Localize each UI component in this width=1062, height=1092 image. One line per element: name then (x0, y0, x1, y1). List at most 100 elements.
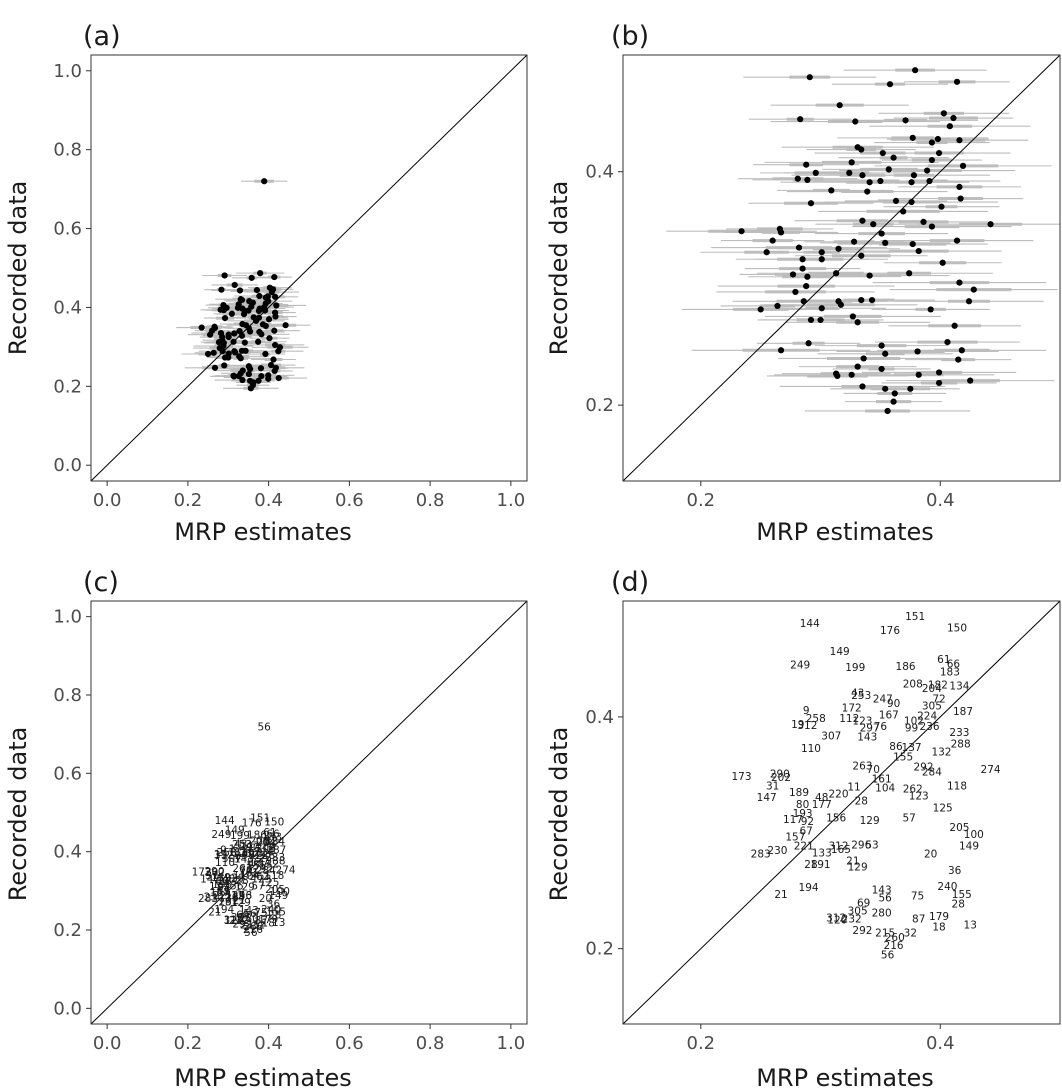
y-axis-title: Recorded data (545, 727, 573, 902)
point-label: 263 (232, 863, 252, 875)
point-label: 280 (239, 913, 259, 925)
point-label: 167 (241, 846, 261, 858)
point-label: 312 (826, 912, 846, 924)
plot-area: 5615115017614414924919918661661832081821… (91, 601, 527, 1024)
data-point (850, 238, 858, 245)
point-label: 21 (774, 889, 787, 901)
point-label: 86 (247, 856, 261, 868)
data-point (915, 371, 922, 378)
data-point (805, 340, 812, 347)
data-point (242, 347, 249, 354)
data-point (245, 371, 252, 378)
point-label: 202 (205, 867, 225, 879)
data-point (909, 240, 916, 248)
point-label: 132 (259, 858, 279, 870)
point-label: 100 (964, 829, 984, 841)
point-label: 28 (235, 875, 248, 887)
point-label: 72 (262, 840, 275, 852)
point-label: 70 (239, 864, 252, 876)
point-label: 143 (239, 905, 259, 917)
data-point (924, 167, 931, 174)
point-label: 191 (811, 859, 831, 871)
data-point (953, 237, 961, 244)
data-point (878, 230, 885, 237)
panel-letter: (a) (83, 21, 121, 52)
data-point (854, 319, 861, 326)
x-tick-label: 0.4 (926, 490, 955, 511)
point-label: 183 (940, 667, 960, 679)
point-label: 56 (881, 949, 895, 961)
point-label: 67 (217, 885, 230, 897)
data-point (928, 156, 935, 164)
data-point (246, 365, 254, 373)
data-point (958, 347, 965, 354)
point-label: 36 (948, 865, 962, 877)
y-tick-label: 0.4 (53, 297, 82, 318)
point-label: 110 (801, 743, 821, 755)
data-point (957, 195, 964, 202)
point-label: 216 (884, 940, 904, 952)
plot-frame (622, 54, 1061, 482)
point-label: 120 (224, 915, 244, 927)
point-label: 258 (217, 847, 237, 859)
point-label: 57 (251, 881, 264, 893)
data-point (204, 350, 212, 358)
x-tick-label: 0.2 (174, 1033, 203, 1054)
point-label: 172 (842, 703, 862, 715)
data-point (858, 296, 865, 304)
point-label: 129 (848, 861, 868, 873)
point-label: 151 (250, 813, 270, 825)
data-point (261, 178, 268, 185)
data-point (246, 328, 254, 335)
point-label: 155 (893, 751, 913, 763)
x-tick-label: 0.8 (416, 1033, 445, 1054)
point-label: 123 (852, 715, 872, 727)
point-label: 194 (799, 882, 819, 894)
data-point (769, 237, 776, 244)
point-label: 253 (851, 690, 871, 702)
data-point (959, 162, 967, 169)
point-label: 155 (266, 907, 286, 919)
point-label: 284 (256, 865, 276, 877)
data-point (860, 355, 867, 362)
data-point (884, 407, 891, 415)
data-point (282, 322, 289, 329)
data-point (914, 348, 921, 355)
point-label: 186 (247, 829, 267, 841)
data-point (235, 372, 242, 380)
point-label: 31 (766, 780, 779, 792)
data-point (803, 161, 810, 168)
data-point (258, 372, 265, 380)
y-tick-label: 0.2 (585, 395, 614, 416)
point-label: 28 (218, 896, 231, 908)
data-point (858, 252, 865, 259)
data-point (833, 270, 840, 277)
point-label: 149 (225, 824, 245, 836)
data-point (794, 175, 801, 182)
data-point (253, 317, 260, 324)
data-point (906, 270, 913, 277)
point-label: 118 (264, 870, 284, 882)
point-label: 11 (233, 870, 246, 882)
data-point (799, 265, 806, 272)
data-point (882, 350, 889, 357)
point-label: 90 (246, 842, 259, 854)
point-label: 157 (785, 831, 805, 843)
data-point (257, 270, 264, 277)
data-point (797, 116, 804, 123)
point-label: 305 (848, 905, 868, 917)
data-point (882, 385, 889, 392)
data-point (271, 327, 278, 334)
data-point (789, 271, 797, 278)
data-point (908, 179, 915, 186)
point-label: 133 (812, 847, 832, 859)
point-label: 297 (235, 850, 255, 862)
point-label: 177 (219, 876, 239, 888)
point-label: 215 (240, 920, 260, 932)
y-axis-title: Recorded data (4, 181, 32, 356)
data-point (777, 347, 785, 354)
data-point (271, 367, 278, 375)
point-label: 247 (873, 693, 893, 705)
x-tick-label: 0.2 (687, 1033, 716, 1054)
data-point (266, 335, 273, 342)
